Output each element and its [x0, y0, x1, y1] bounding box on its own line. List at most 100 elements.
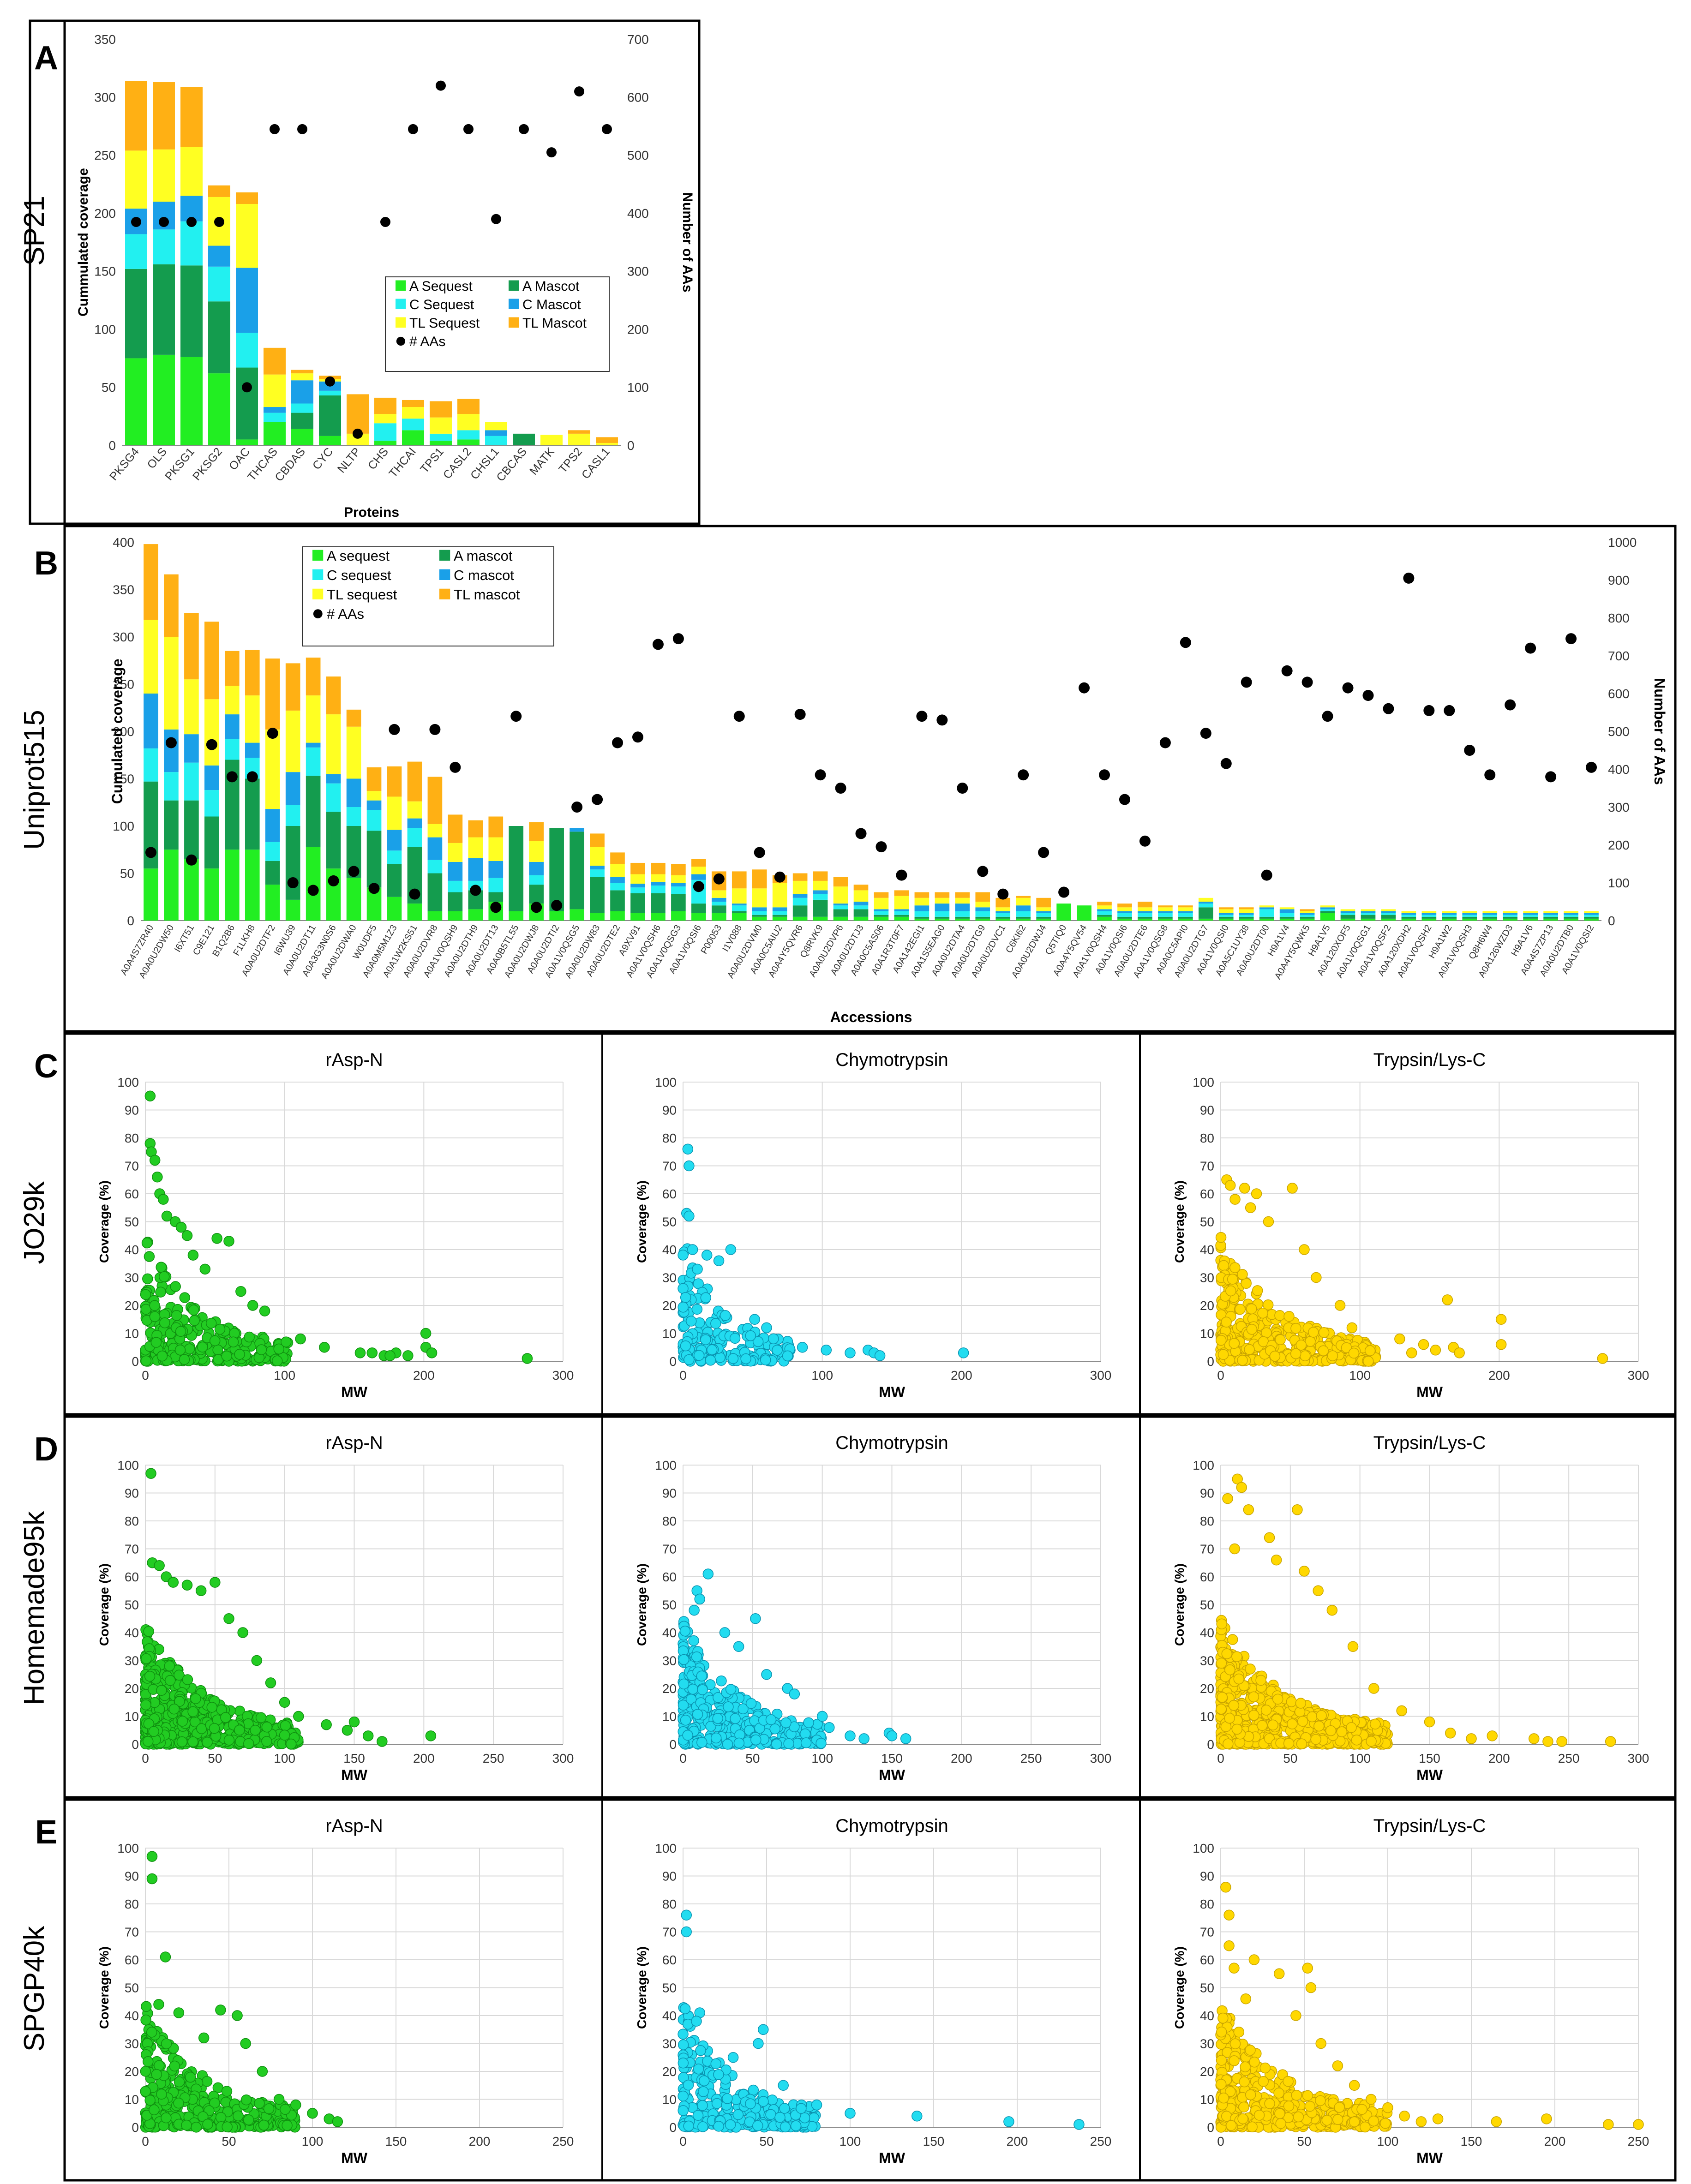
aas-point [409, 888, 420, 900]
aas-point [977, 866, 989, 877]
scatter-title: Chymotrypsin [835, 1816, 948, 1836]
aas-point [270, 124, 280, 134]
scatter-point [1275, 1334, 1286, 1346]
y-tick-label: 80 [1200, 1514, 1214, 1528]
x-tick-label: 100 [302, 2134, 324, 2148]
aas-point [1180, 637, 1191, 648]
y2-tick-label: 900 [1608, 573, 1630, 587]
scatter-point [1302, 1963, 1313, 1974]
x-tick-label: 150 [1419, 1751, 1440, 1765]
bar-segment-c-sequest [955, 911, 970, 917]
scatter-point [725, 1244, 737, 1255]
y-tick-label: 100 [117, 1458, 139, 1472]
y-axis-title: Coverage (%) [635, 1563, 649, 1646]
bar-segment-tl-mascot [1218, 907, 1234, 910]
aas-point [835, 783, 846, 794]
scatter-point [1003, 2116, 1014, 2127]
scatter-point [678, 2105, 689, 2116]
panel-letter-d: D [34, 1431, 58, 1468]
scatter-point [858, 1733, 869, 1744]
bar-segment-tl-sequest [264, 374, 286, 407]
scatter-point [1366, 1735, 1377, 1747]
bar-segment-c-sequest [366, 810, 382, 831]
scatter-point [233, 2110, 244, 2122]
bar-segment-tl-sequest [1462, 911, 1477, 913]
bar-segment-c-sequest [935, 911, 950, 917]
x-tick-label: 100 [840, 2134, 861, 2148]
y-tick-label: 50 [102, 380, 116, 395]
scatter-point [1228, 1699, 1240, 1711]
bar-segment-a-mascot [1381, 915, 1396, 919]
scatter-point [177, 1716, 188, 1727]
bar-segment-tl-mascot [125, 81, 147, 151]
legend-box [385, 276, 610, 372]
bar-segment-tl-mascot [346, 709, 361, 727]
bar-segment-c-mascot [1401, 913, 1416, 915]
scatter-point [1290, 1348, 1301, 1359]
y2-tick-label: 0 [1608, 914, 1615, 928]
aas-point [896, 869, 907, 881]
scatter-point [1251, 1188, 1262, 1199]
bar-segment-c-mascot [1036, 911, 1051, 913]
scatter-point [1341, 1342, 1352, 1353]
bar-segment-tl-sequest [1198, 898, 1213, 902]
bar-segment-c-mascot [1279, 909, 1295, 913]
scatter-point [733, 1737, 745, 1749]
y-tick-label: 40 [1200, 2009, 1214, 2023]
scatter-point [845, 1347, 856, 1358]
x-tick-label: 150 [1461, 2134, 1482, 2148]
bar-segment-tl-sequest [1239, 909, 1254, 913]
bar-segment-tl-sequest [853, 890, 869, 902]
scatter-point [255, 1712, 267, 1723]
bar-segment-tl-sequest [1036, 907, 1051, 911]
scatter-point [220, 1712, 231, 1723]
scatter-point [678, 2039, 689, 2051]
scatter-point [752, 1336, 764, 1347]
bar-segment-a-mascot [366, 831, 382, 888]
y-tick-label: 90 [662, 1103, 677, 1118]
y-tick-label: 70 [662, 1925, 677, 1939]
scatter-point [285, 1738, 297, 1750]
y-tick-label: 90 [125, 1103, 139, 1118]
bar-segment-a-sequest [1036, 918, 1051, 921]
bar-segment-c-mascot [1482, 913, 1498, 915]
y-tick-label: 250 [113, 677, 134, 691]
scatter-point [265, 1677, 276, 1688]
scatter-point [1349, 2116, 1360, 2127]
scatter-point [279, 1729, 290, 1741]
aas-point [652, 639, 664, 650]
y-tick-label: 60 [662, 1953, 677, 1967]
scatter-point [1275, 2118, 1286, 2129]
y-tick-label: 0 [1207, 1354, 1214, 1369]
x-axis-title: MW [341, 2150, 368, 2166]
bar-segment-a-sequest [427, 911, 443, 921]
scatter-point [697, 1684, 708, 1695]
scatter-point [164, 1660, 175, 1672]
bar-segment-a-mascot [427, 873, 443, 911]
bar-segment-tl-sequest [874, 898, 889, 910]
bar-segment-tl-mascot [468, 820, 483, 838]
x-tick-label: 100 [274, 1368, 295, 1382]
y-tick-label: 100 [1193, 1075, 1214, 1089]
bar-segment-c-mascot [772, 907, 787, 911]
bar-segment-a-mascot [630, 893, 645, 913]
bar-segment-c-sequest [326, 783, 341, 812]
scatter-point [716, 1675, 727, 1687]
scatter-point [1229, 2055, 1240, 2066]
bar-segment-c-mascot [285, 772, 300, 805]
y2-tick-label: 800 [1608, 611, 1630, 625]
scatter-point [1245, 1202, 1256, 1213]
y2-tick-label: 300 [627, 264, 649, 279]
aas-point [1342, 682, 1354, 694]
x-tick-label: 300 [1090, 1751, 1112, 1765]
bar-segment-tl-mascot [1036, 898, 1051, 908]
scatter-point [1292, 1504, 1303, 1515]
scatter-point [1432, 2113, 1444, 2124]
aas-point [491, 214, 501, 224]
aas-point [1505, 699, 1516, 711]
scatter-point [1311, 1272, 1322, 1283]
scatter-panel-c-3: 0 10 20 30 40 50 60 70 80 90 100 0 100 200 300 Trypsin/… [1172, 1050, 1649, 1400]
aas-point [325, 376, 335, 387]
bar-segment-a-mascot [1218, 916, 1234, 919]
bar-segment-c-mascot [590, 866, 605, 870]
